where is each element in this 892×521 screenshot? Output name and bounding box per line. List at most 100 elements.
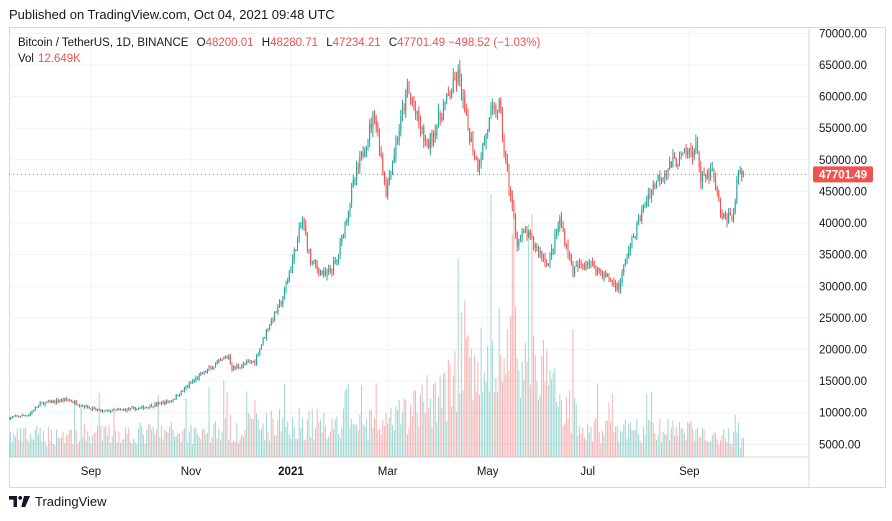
candle-body [123,409,125,411]
volume-bar [695,429,697,457]
candle-body [219,360,221,362]
candle-body [83,405,85,408]
volume-bar [683,433,685,457]
volume-bar [349,427,351,457]
volume-bar [321,432,323,457]
candle-body [147,407,149,409]
candle-body [277,304,279,313]
candle-body [119,409,121,411]
candle-body [701,174,703,182]
volume-bar [85,440,87,457]
candle-body [505,150,507,160]
candle-body [401,108,403,116]
candle-body [651,189,653,198]
volume-bar [490,193,492,457]
candle-body [419,122,421,130]
candle-body [256,355,258,364]
volume-bar [519,397,521,457]
volume-bar [236,422,238,457]
candle-body [469,128,471,142]
candle-body [339,241,341,255]
volume-bar [200,439,202,457]
legend-symbol: Bitcoin / TetherUS, 1D, BINANCE [18,37,189,49]
volume-bar [454,351,456,457]
candle-body [288,272,290,281]
candle-body [351,187,353,204]
candle-body [431,133,433,143]
volume-bar [54,445,56,457]
candle-body [380,153,382,157]
candle-body [424,140,426,142]
volume-bar [397,410,399,457]
volume-bar [323,412,325,457]
volume-bar [218,429,220,457]
published-caption: Published on TradingView.com, Oct 04, 20… [9,7,335,22]
volume-bar [693,441,695,457]
volume-bar [344,390,346,457]
candle-body [734,202,736,213]
y-tick-label: 70000.00 [819,28,867,40]
candle-body [292,258,294,269]
volume-bar [39,427,41,457]
price-chart[interactable]: 47701.49 70000.00 65000.00 60000.00 55000.00… [9,27,886,488]
candle-body [477,158,479,172]
candle-body [703,174,705,176]
candle-body [178,394,180,397]
volume-bar [477,362,479,457]
candle-body [21,415,23,417]
volume-bar [106,435,108,457]
x-tick-label: Jul [580,466,595,478]
candle-body [434,132,436,136]
volume-bar [111,436,113,457]
volume-bar [567,418,569,457]
candle-body [364,152,366,157]
volume-bar [729,443,731,457]
candle-body [234,366,236,368]
volume-bar [511,234,513,457]
chart-frame [9,27,886,488]
candle-body [615,282,617,289]
candle-body [105,410,107,412]
volume-bar [528,224,530,457]
candle-body [595,268,597,273]
legend-close-value: 47701.49 [397,37,446,49]
candle-body [644,205,646,207]
volume-bar [326,439,328,457]
candle-body [598,267,600,271]
candle-body [559,217,561,226]
candle-body [665,173,667,175]
volume-bar [57,437,59,457]
volume-bar [393,430,395,457]
volume-bar [134,441,136,457]
volume-bar [451,406,453,457]
volume-bar [124,426,126,457]
candle-body [110,411,112,413]
volume-bar [133,438,135,457]
candle-body [580,262,582,265]
volume-bar [51,429,53,457]
candle-body [487,130,489,134]
volume-bar [590,426,592,457]
volume-bar [554,367,556,457]
tradingview-footer[interactable]: TradingView [9,494,107,509]
candle-body [346,220,348,222]
volume-bar [501,382,503,457]
volume-bar [410,404,412,457]
candle-body [98,409,100,411]
candle-body [88,407,90,409]
candle-body [390,174,392,177]
volume-bar [538,399,540,457]
volume-bar [165,431,167,457]
candle-body [736,179,738,203]
candle-body [272,320,274,322]
candle-body [639,219,641,222]
candle-body [182,390,184,392]
candle-body [367,139,369,148]
volume-bar [682,428,684,457]
candle-body [267,329,269,331]
candle-body [462,97,464,100]
candle-body [565,244,567,246]
volume-bar [431,427,433,457]
candle-body [672,156,674,168]
candle-body [482,143,484,159]
